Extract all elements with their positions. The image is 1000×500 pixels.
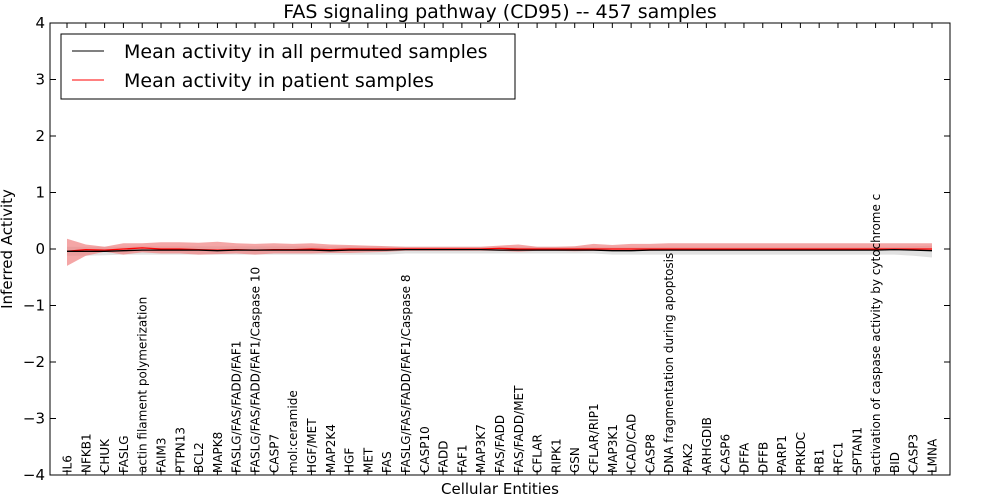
y-tick-label: −4	[23, 466, 45, 484]
x-tick-label: FASLG/FAS/FADD/FAF1/Caspase 10	[249, 267, 263, 473]
x-tick-label: RFC1	[832, 442, 846, 473]
x-tick-label: CASP10	[418, 426, 432, 473]
y-tick-label: 2	[35, 127, 45, 145]
legend-box	[60, 33, 516, 100]
x-tick-label: LMNA	[926, 438, 940, 473]
x-tick-label: CASP8	[643, 434, 657, 473]
x-tick-label: mol:ceramide	[286, 390, 300, 473]
x-tick-label: DFFA	[738, 442, 752, 473]
x-tick-label: CASP6	[719, 434, 733, 473]
x-tick-label: RB1	[813, 449, 827, 473]
x-tick-label: ARHGDIB	[700, 417, 714, 473]
x-tick-label: BID	[888, 452, 902, 473]
legend-label-permuted: Mean activity in all permuted samples	[124, 41, 487, 63]
y-tick-label: −3	[23, 410, 45, 428]
x-tick-label: PARP1	[775, 435, 789, 473]
x-tick-label: FADD	[437, 441, 451, 474]
y-tick-label: −1	[23, 297, 45, 315]
x-tick-label: HGF	[343, 448, 357, 473]
x-tick-label: ICAD/CAD	[625, 414, 639, 473]
x-tick-label: CHUK	[98, 438, 112, 473]
x-tick-label: MET	[361, 447, 375, 473]
x-tick-label: IL6	[61, 455, 75, 473]
legend: Mean activity in all permuted samples Me…	[60, 33, 516, 100]
series-lines	[66, 247, 933, 252]
x-tick-label: FAS/FADD/MET	[512, 385, 526, 473]
y-tick-label: 3	[35, 71, 45, 89]
y-tick-label: 1	[35, 184, 45, 202]
x-tick-label: FAIM3	[155, 437, 169, 473]
x-axis: IL6 NFKB1 CHUK FASLG actin filament polymeri…	[61, 23, 940, 475]
x-tick-label: CFLAR/RIP1	[587, 403, 601, 473]
x-tick-label: RIPK1	[549, 438, 563, 473]
chart-title: FAS signaling pathway (CD95) -- 457 samp…	[283, 1, 717, 23]
x-tick-label: MAP3K7	[474, 424, 488, 473]
x-tick-label: DNA fragmentation during apoptosis	[662, 253, 676, 473]
x-tick-label: activation of caspase activity by cytoch…	[869, 194, 883, 473]
x-tick-label: CASP3	[907, 434, 921, 473]
band-patient	[67, 238, 932, 266]
y-axis: 4 3 2 1 0 −1 −2 −3 −4	[23, 14, 950, 484]
y-tick-label: 4	[35, 14, 45, 32]
x-tick-label: HGF/MET	[305, 418, 319, 473]
x-tick-label: SPTAN1	[850, 427, 864, 473]
x-tick-label: NFKB1	[79, 433, 93, 473]
x-tick-label: BCL2	[192, 442, 206, 473]
x-tick-label: DFFB	[756, 442, 770, 473]
x-tick-label: PAK2	[681, 443, 695, 473]
x-tick-label: GSN	[568, 447, 582, 473]
x-tick-label: FAS	[380, 451, 394, 473]
x-tick-label: actin filament polymerization	[136, 297, 150, 473]
line-permuted	[67, 248, 933, 252]
x-tick-label: MAP3K1	[606, 424, 620, 473]
x-tick-label: CFLAR	[531, 434, 545, 473]
x-tick-label: FAF1	[455, 444, 469, 473]
y-axis-label: Inferred Activity	[0, 189, 16, 309]
x-tick-label: FASLG/FAS/FADD/FAF1/Caspase 8	[399, 275, 413, 474]
legend-label-patient: Mean activity in patient samples	[124, 70, 434, 92]
x-tick-label: PTPN13	[173, 427, 187, 473]
x-tick-label: MAP2K4	[324, 424, 338, 473]
x-tick-label: MAPK8	[211, 432, 225, 473]
x-tick-label: FASLG/FAS/FADD/FAF1	[230, 341, 244, 473]
confidence-bands	[67, 238, 932, 266]
x-tick-label: FAS/FADD	[493, 415, 507, 473]
x-tick-label: PRKDC	[794, 432, 808, 473]
y-tick-label: 0	[35, 240, 45, 258]
x-axis-label: Cellular Entities	[441, 480, 559, 498]
y-tick-label: −2	[23, 353, 45, 371]
x-tick-label: CASP7	[267, 434, 281, 473]
x-tick-label: FASLG	[117, 435, 131, 473]
